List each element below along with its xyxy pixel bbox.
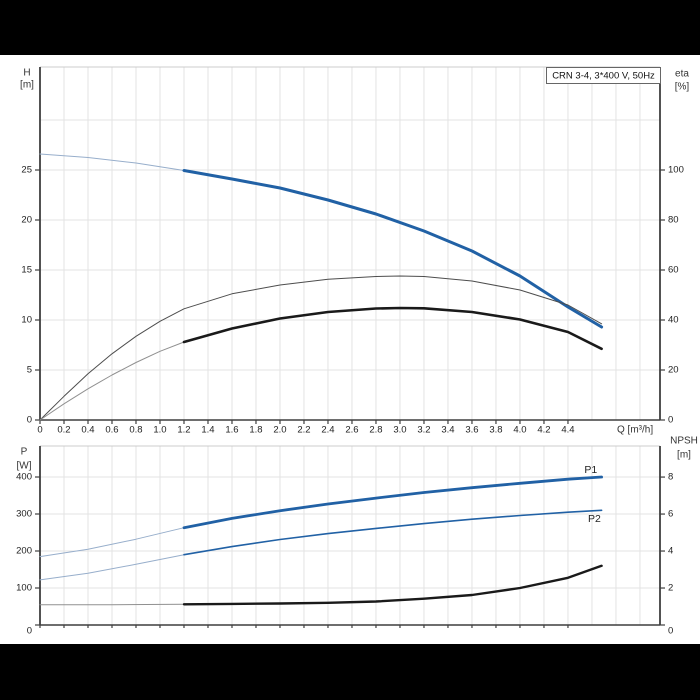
x-tick-label: 2.0 [273, 425, 286, 436]
y-tick-label-left: 15 [21, 265, 32, 276]
y-tick-label-left: 400 [16, 472, 32, 483]
bottom-left-axis-title: P [21, 447, 28, 458]
y-tick-label-right: 20 [668, 365, 679, 376]
x-tick-label: 0 [37, 425, 42, 436]
top-left-axis-unit: [m] [20, 80, 34, 91]
x-tick-label: 1.4 [201, 425, 214, 436]
y-tick-label-right: 80 [668, 215, 679, 226]
x-tick-label: 2.8 [369, 425, 382, 436]
bottom-right-axis-title: NPSH [670, 436, 698, 447]
p1-power [182, 475, 603, 530]
x-tick-label: 2.6 [345, 425, 358, 436]
y-tick-label-left: 20 [21, 215, 32, 226]
y-tick-label-right: 6 [668, 509, 673, 520]
npsh-curve [182, 564, 603, 606]
x-tick-label: 4.4 [561, 425, 574, 436]
x-tick-label: 2.2 [297, 425, 310, 436]
y-tick-label-right: 8 [668, 472, 673, 483]
y-tick-label-right: 60 [668, 265, 679, 276]
y-tick-label-right: 40 [668, 315, 679, 326]
efficiency-curve-unit-low-flow [39, 341, 185, 421]
x-tick-label: 0.4 [81, 425, 94, 436]
y-tick-label-right: 0 [668, 415, 673, 426]
x-tick-label: 0.6 [105, 425, 118, 436]
x-tick-label: 3.0 [393, 425, 406, 436]
y-tick-label-left: 100 [16, 583, 32, 594]
series-label-p1: P1 [584, 464, 597, 476]
y-tick-label-left: 0 [27, 415, 32, 426]
top-left-axis-title: H [23, 68, 30, 79]
chart-title: CRN 3-4, 3*400 V, 50Hz [552, 71, 655, 82]
top-right-axis-unit: [%] [675, 82, 690, 93]
p2-power-low-flow [39, 554, 185, 581]
y-tick-label-right: 4 [668, 546, 673, 557]
series-label-p2: P2 [588, 513, 601, 525]
y-tick-label-left: 0 [27, 626, 32, 637]
efficiency-curve-pump [39, 275, 603, 421]
y-tick-label-left: 25 [21, 165, 32, 176]
y-tick-label-right: 2 [668, 583, 673, 594]
x-tick-label: 4.0 [513, 425, 526, 436]
x-tick-label: 3.2 [417, 425, 430, 436]
y-tick-label-left: 10 [21, 315, 32, 326]
chart-panel [0, 55, 700, 644]
y-tick-label-left: 300 [16, 509, 32, 520]
efficiency-curve-unit [182, 306, 603, 351]
x-tick-label: 1.0 [153, 425, 166, 436]
y-tick-label-left: 200 [16, 546, 32, 557]
title-box [546, 67, 661, 84]
x-tick-label: 3.6 [465, 425, 478, 436]
x-tick-label: 3.4 [441, 425, 454, 436]
head-efficiency-chart: 0 5 10 15 20 25 0 20 40 60 80 100 0 0.2 0.4 0.6 0.8 1.0 1.… [21, 66, 684, 436]
top-right-axis-title: eta [675, 69, 689, 80]
head-curve-low-flow [39, 153, 185, 171]
head-curve [182, 169, 604, 329]
x-tick-label: 2.4 [321, 425, 334, 436]
power-npsh-chart: 0 100 200 300 400 0 2 4 6 8 P1 P2 [16, 445, 673, 637]
x-tick-label: 0.8 [129, 425, 142, 436]
x-axis-title: Q [m³/h] [617, 425, 653, 436]
x-tick-label: 0.2 [57, 425, 70, 436]
x-tick-label: 1.2 [177, 425, 190, 436]
y-tick-label-left: 5 [27, 365, 32, 376]
x-tick-label: 1.8 [249, 425, 262, 436]
y-tick-label-right: 0 [668, 626, 673, 637]
x-tick-label: 3.8 [489, 425, 502, 436]
p1-power-low-flow [39, 527, 185, 558]
x-tick-label: 4.2 [537, 425, 550, 436]
bottom-left-axis-unit: [W] [17, 461, 32, 472]
x-tick-label: 1.6 [225, 425, 238, 436]
p2-power [183, 509, 603, 556]
bottom-right-axis-unit: [m] [677, 450, 691, 461]
y-tick-label-right: 100 [668, 165, 684, 176]
